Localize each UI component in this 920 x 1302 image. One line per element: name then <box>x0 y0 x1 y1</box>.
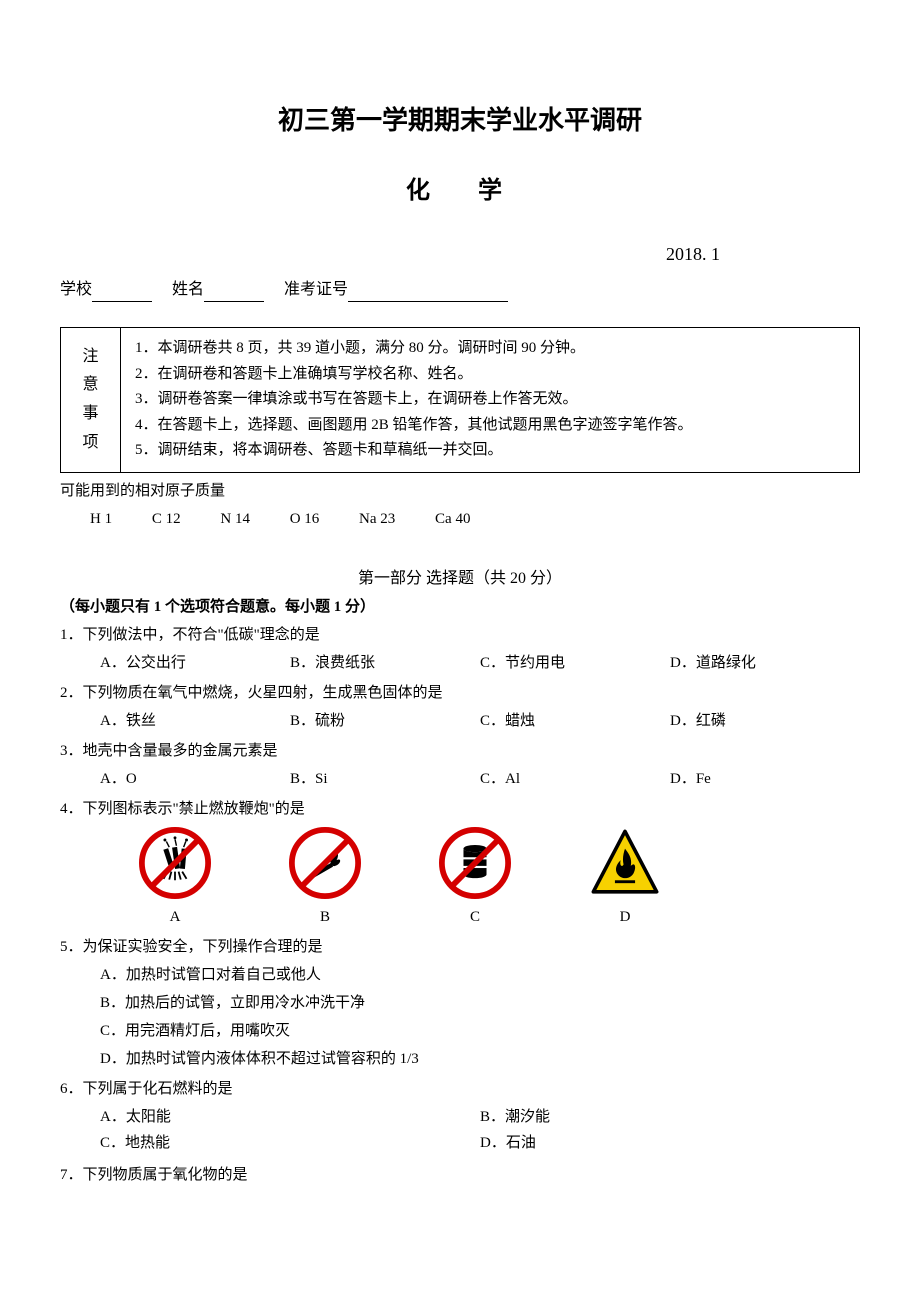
section1-title: 第一部分 选择题（共 20 分） <box>60 566 860 592</box>
q3-stem: 3．地壳中含量最多的金属元素是 <box>60 739 860 763</box>
student-info-line: 学校 姓名 准考证号 <box>60 277 860 303</box>
q2-opt-a: A．铁丝 <box>100 709 290 733</box>
atomic-mass-list: H 1 C 12 N 14 O 16 Na 23 Ca 40 <box>60 507 860 531</box>
notice-item-2: 2．在调研卷和答题卡上准确填写学校名称、姓名。 <box>135 362 845 388</box>
atom-h: H 1 <box>90 511 112 527</box>
q3-opt-c: C．Al <box>480 767 670 791</box>
q2-opt-b: B．硫粉 <box>290 709 480 733</box>
atom-o: O 16 <box>290 511 320 527</box>
notice-content: 1．本调研卷共 8 页，共 39 道小题，满分 80 分。调研时间 90 分钟。… <box>121 328 860 473</box>
no-open-flame-icon <box>289 827 361 899</box>
q6-opt-b: B．潮汐能 <box>480 1105 860 1129</box>
name-label: 姓名 <box>172 281 204 298</box>
q4-label-c: C <box>400 905 550 929</box>
q3-opt-a: A．O <box>100 767 290 791</box>
q5-options: A．加热时试管口对着自己或他人 B．加热后的试管，立即用冷水冲洗干净 C．用完酒… <box>60 963 860 1071</box>
q1-opt-a: A．公交出行 <box>100 651 290 675</box>
id-label: 准考证号 <box>284 281 348 298</box>
q5-stem: 5．为保证实验安全，下列操作合理的是 <box>60 935 860 959</box>
section1-note: （每小题只有 1 个选项符合题意。每小题 1 分） <box>60 595 860 619</box>
atom-na: Na 23 <box>359 511 395 527</box>
flammable-warning-icon <box>589 827 661 899</box>
notice-box: 注意事项 1．本调研卷共 8 页，共 39 道小题，满分 80 分。调研时间 9… <box>60 327 860 473</box>
q4-label-a: A <box>100 905 250 929</box>
q1-opt-c: C．节约用电 <box>480 651 670 675</box>
q6-opt-c: C．地热能 <box>100 1131 480 1155</box>
q3-opt-b: B．Si <box>290 767 480 791</box>
exam-title: 初三第一学期期末学业水平调研 <box>60 100 860 142</box>
q5-opt-c: C．用完酒精灯后，用嘴吹灭 <box>100 1019 860 1043</box>
q4-label-b: B <box>250 905 400 929</box>
q4-stem: 4．下列图标表示"禁止燃放鞭炮"的是 <box>60 797 860 821</box>
atom-c: C 12 <box>152 511 181 527</box>
q5-opt-a: A．加热时试管口对着自己或他人 <box>100 963 860 987</box>
q4-label-d: D <box>550 905 700 929</box>
q3-options: A．O B．Si C．Al D．Fe <box>60 767 860 791</box>
no-barrel-icon <box>439 827 511 899</box>
q4-icons: A B C <box>60 827 860 929</box>
q1-options: A．公交出行 B．浪费纸张 C．节约用电 D．道路绿化 <box>60 651 860 675</box>
q6-options: A．太阳能 B．潮汐能 C．地热能 D．石油 <box>60 1105 860 1157</box>
exam-date: 2018. 1 <box>60 240 860 269</box>
atom-n: N 14 <box>220 511 250 527</box>
q2-opt-d: D．红磷 <box>670 709 860 733</box>
subject-title: 化 学 <box>60 172 860 210</box>
q7-stem: 7．下列物质属于氧化物的是 <box>60 1163 860 1187</box>
q5-opt-b: B．加热后的试管，立即用冷水冲洗干净 <box>100 991 860 1015</box>
q2-stem: 2．下列物质在氧气中燃烧，火星四射，生成黑色固体的是 <box>60 681 860 705</box>
notice-item-3: 3．调研卷答案一律填涂或书写在答题卡上，在调研卷上作答无效。 <box>135 387 845 413</box>
q1-stem: 1．下列做法中，不符合"低碳"理念的是 <box>60 623 860 647</box>
id-blank <box>348 285 508 303</box>
q5-opt-d: D．加热时试管内液体体积不超过试管容积的 1/3 <box>100 1047 860 1071</box>
school-label: 学校 <box>60 281 92 298</box>
q4-icon-c: C <box>400 827 550 929</box>
notice-item-1: 1．本调研卷共 8 页，共 39 道小题，满分 80 分。调研时间 90 分钟。 <box>135 336 845 362</box>
q6-opt-a: A．太阳能 <box>100 1105 480 1129</box>
name-blank <box>204 285 264 303</box>
q4-icon-a: A <box>100 827 250 929</box>
q2-options: A．铁丝 B．硫粉 C．蜡烛 D．红磷 <box>60 709 860 733</box>
atom-ca: Ca 40 <box>435 511 470 527</box>
notice-side-label: 注意事项 <box>61 328 121 473</box>
atomic-mass-intro: 可能用到的相对原子质量 <box>60 479 860 503</box>
notice-item-5: 5．调研结束，将本调研卷、答题卡和草稿纸一并交回。 <box>135 438 845 464</box>
notice-item-4: 4．在答题卡上，选择题、画图题用 2B 铅笔作答，其他试题用黑色字迹签字笔作答。 <box>135 413 845 439</box>
q6-stem: 6．下列属于化石燃料的是 <box>60 1077 860 1101</box>
no-firecrackers-icon <box>139 827 211 899</box>
q4-icon-b: B <box>250 827 400 929</box>
q1-opt-d: D．道路绿化 <box>670 651 860 675</box>
q4-icon-d: D <box>550 827 700 929</box>
school-blank <box>92 285 152 303</box>
q6-opt-d: D．石油 <box>480 1131 860 1155</box>
q1-opt-b: B．浪费纸张 <box>290 651 480 675</box>
q2-opt-c: C．蜡烛 <box>480 709 670 733</box>
q3-opt-d: D．Fe <box>670 767 860 791</box>
